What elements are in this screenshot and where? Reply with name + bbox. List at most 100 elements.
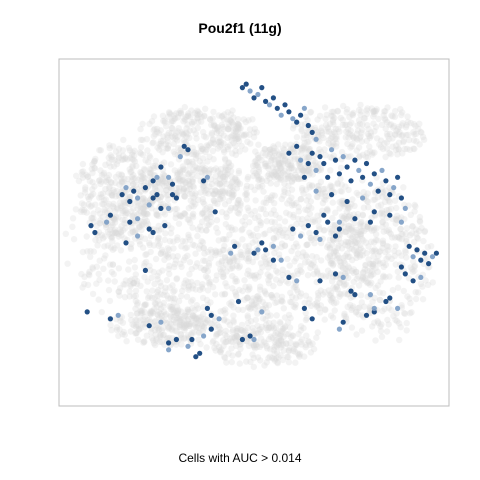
background-cell-point [330,260,337,268]
background-cell-point [213,248,220,255]
background-cell-point [368,214,375,221]
high-auc-cell-point [173,195,179,201]
background-cell-point [242,191,249,198]
background-cell-point [211,197,218,205]
background-cell-point [151,305,158,313]
background-cell-point [160,191,167,198]
background-cell-point [129,155,136,163]
high-auc-cell-point [344,164,350,170]
background-cell-point [78,168,86,176]
background-cell-point [357,231,365,238]
background-cell-point [239,306,246,314]
background-cell-point [359,212,367,219]
background-cell-point [230,317,237,324]
background-cell-point [118,175,125,182]
background-cell-point [316,309,324,316]
background-cell-point [324,207,331,214]
background-cell-point [284,255,291,263]
background-cell-point [221,316,228,323]
background-cell-point [201,206,209,214]
background-cell-point [272,211,279,218]
background-cell-point [364,223,371,230]
background-cell-point [313,299,321,306]
background-cell-point [234,327,241,335]
background-cell-point [254,183,262,190]
background-cell-point [132,297,140,305]
background-cell-point [226,163,233,171]
high-auc-cell-point [278,257,284,263]
background-cell-point [245,304,253,311]
background-cell-point [242,213,249,221]
background-cell-point [151,185,159,192]
background-cell-point [195,324,202,331]
background-cell-point [162,141,169,148]
background-cell-point [299,215,306,223]
background-cell-point [379,259,387,267]
high-auc-cell-point [247,88,253,94]
background-cell-point [221,353,228,361]
background-cell-point [341,213,348,220]
background-cell-point [109,143,117,150]
background-cell-point [145,158,152,166]
background-cell-point [170,148,177,155]
background-cell-point [349,227,356,235]
background-cell-point [125,266,132,273]
background-cell-point [314,289,322,297]
background-cell-point [203,227,210,234]
background-cell-point [82,184,89,191]
background-cell-point [284,158,292,165]
background-cell-point [236,286,243,294]
background-cell-point [341,290,348,297]
background-cell-point [219,173,227,181]
background-cell-point [210,156,217,163]
background-cell-point [287,289,294,296]
background-cell-point [78,200,86,207]
background-cell-point [173,303,181,310]
background-cell-point [230,254,237,261]
background-cell-point [328,241,336,249]
background-cell-point [376,289,383,296]
background-cell-point [90,159,98,166]
background-cell-point [118,156,126,163]
background-cell-point [290,211,297,219]
background-cell-point [112,208,119,215]
background-cell-point [200,257,207,264]
background-cell-point [181,192,188,200]
background-cell-point [98,194,105,201]
background-cell-point [98,178,105,185]
background-cell-point [278,243,285,251]
background-cell-point [212,291,219,298]
background-cell-point [205,262,212,269]
background-cell-point [139,220,146,228]
background-cell-point [261,287,268,295]
background-cell-point [195,245,203,252]
background-cell-point [130,205,137,212]
background-cell-point [244,304,252,311]
background-cell-point [86,272,93,279]
background-cell-point [382,261,389,268]
background-cell-point [178,243,185,250]
background-cell-point [358,327,366,334]
background-cell-point [168,185,175,192]
high-auc-cell-point [387,295,393,301]
background-cell-point [225,123,233,130]
background-cell-point [189,224,196,231]
background-cell-point [194,152,201,160]
background-cell-point [324,205,331,213]
background-cell-point [90,190,97,198]
background-cell-point [223,236,230,243]
background-cell-point [189,305,196,312]
background-cell-point [136,238,143,245]
background-cell-point [310,216,317,223]
background-cell-point [317,166,325,174]
background-cell-point [101,243,108,250]
background-cell-point [107,233,115,240]
background-cell-point [155,234,162,241]
background-cell-point [190,312,197,319]
background-cell-point [172,214,179,221]
background-cell-point [204,268,211,275]
background-cell-point [403,238,410,245]
background-cell-point [134,199,141,206]
background-cell-point [288,186,296,193]
background-cell-point [330,221,337,229]
